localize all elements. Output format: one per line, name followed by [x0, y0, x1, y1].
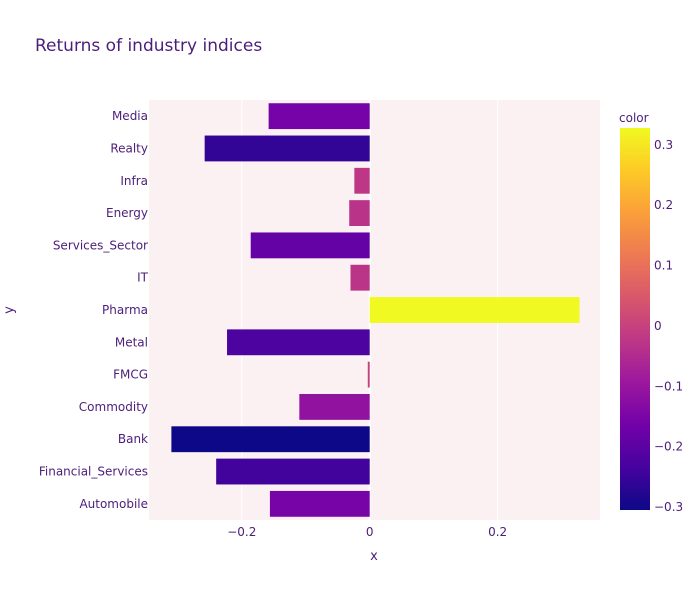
- chart-title: Returns of industry indices: [35, 36, 262, 56]
- y-axis-title: y: [2, 306, 17, 314]
- colorbar-tick-label: 0.2: [654, 198, 673, 212]
- x-tick-label: 0: [366, 525, 374, 539]
- bar-bank[interactable]: [171, 426, 370, 453]
- colorbar-tick-label: −0.2: [654, 440, 683, 454]
- y-tick-label: IT: [137, 271, 149, 285]
- bars: [171, 103, 580, 517]
- y-tick-label: Bank: [118, 432, 148, 446]
- x-axis-title: x: [370, 549, 378, 564]
- y-tick-label: Pharma: [102, 303, 148, 317]
- x-tick-labels: −0.2 0 0.2: [227, 525, 507, 539]
- bar-financial-services[interactable]: [216, 458, 370, 485]
- y-tick-label: Automobile: [79, 497, 148, 511]
- colorbar-tick-label: 0: [654, 319, 662, 333]
- y-tick-label: FMCG: [113, 368, 148, 382]
- colorbar: [620, 128, 650, 510]
- x-tick-label: 0.2: [488, 525, 507, 539]
- y-tick-label: Realty: [110, 141, 148, 155]
- bar-automobile[interactable]: [269, 490, 370, 517]
- x-tick-label: −0.2: [227, 525, 256, 539]
- bar-commodity[interactable]: [299, 394, 370, 420]
- colorbar-tick-labels: 0.3 0.2 0.1 0 −0.1 −0.2 −0.3: [654, 138, 683, 514]
- bar-pharma[interactable]: [369, 297, 580, 323]
- bar-realty[interactable]: [204, 135, 370, 162]
- bar-infra[interactable]: [354, 167, 370, 194]
- y-tick-label: Infra: [120, 174, 148, 188]
- y-tick-labels: Media Realty Infra Energy Services_Sector IT P…: [39, 109, 149, 511]
- bar-energy[interactable]: [349, 200, 370, 226]
- colorbar-tick-label: −0.3: [654, 500, 683, 514]
- bar-it[interactable]: [350, 264, 370, 291]
- bar-metal[interactable]: [227, 329, 370, 356]
- bar-fmcg[interactable]: [367, 361, 370, 388]
- bar-services-sector[interactable]: [250, 232, 370, 259]
- y-tick-label: Energy: [106, 206, 148, 220]
- colorbar-tick-label: 0.3: [654, 138, 673, 152]
- bar-media[interactable]: [268, 103, 370, 130]
- y-tick-label: Financial_Services: [39, 465, 148, 479]
- y-tick-label: Metal: [115, 335, 148, 349]
- y-tick-label: Services_Sector: [53, 238, 148, 252]
- colorbar-title: color: [619, 111, 649, 125]
- colorbar-tick-label: −0.1: [654, 379, 683, 393]
- colorbar-tick-label: 0.1: [654, 259, 673, 273]
- y-tick-label: Media: [112, 109, 148, 123]
- y-tick-label: Commodity: [79, 400, 148, 414]
